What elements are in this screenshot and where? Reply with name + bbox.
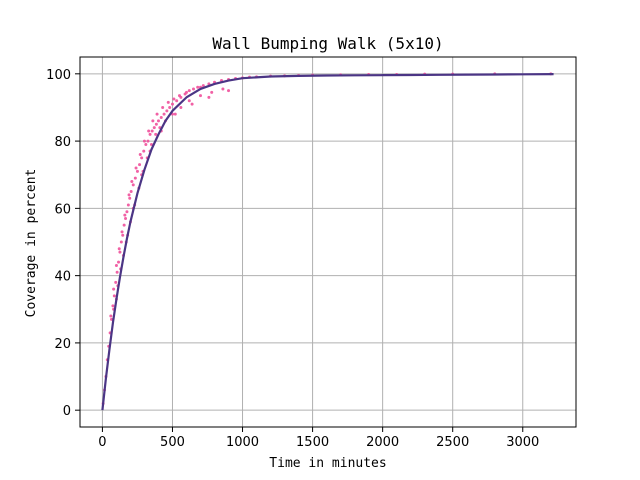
scatter-point [162,112,166,116]
scatter-point [152,126,156,130]
x-tick-label: 0 [98,435,106,450]
x-tick-label: 500 [160,435,185,450]
chart-title: Wall Bumping Walk (5x10) [212,34,443,53]
scatter-point [190,102,194,106]
y-tick-label: 60 [54,202,71,217]
scatter-point [198,94,202,98]
scatter-point [115,270,119,274]
scatter-point [135,169,139,173]
scatter-point [144,142,148,146]
scatter-point [109,314,113,318]
scatter-point [121,233,125,237]
y-tick-label: 20 [54,337,71,352]
scatter-point [117,260,121,264]
scatter-point [133,176,137,180]
scatter-point [131,183,135,187]
scatter-point [154,122,158,126]
scatter-point [142,139,146,143]
scatter-point [120,230,124,234]
scatter-point [117,247,121,251]
scatter-point [123,213,127,217]
scatter-point [196,85,200,89]
scatter-point [111,304,115,308]
fit-line [101,73,554,411]
scatter-point [138,163,142,167]
tick-layer: 0 500 1000 1500 2000 2500 3000 0 20 40 60 80 100 [46,68,539,450]
x-tick-label: 2000 [366,435,399,450]
scatter-point [114,280,118,284]
scatter-point [125,210,129,214]
scatter-point [175,99,179,103]
scatter-point [112,287,116,291]
scatter-point [128,196,132,200]
scatter-point [165,109,169,113]
scatter-point [126,203,130,207]
line-layer [101,73,554,411]
scatter-point [150,129,154,133]
scatter-point [207,95,211,99]
scatter-point [154,132,158,136]
x-tick-label: 1500 [296,435,329,450]
scatter-point [187,89,191,93]
y-tick-label: 40 [54,270,71,285]
scatter-point [184,90,188,94]
scatter-point [173,112,177,116]
scatter-point [210,90,214,94]
scatter-point [130,179,134,183]
scatter-point [155,112,159,116]
scatter-point [122,223,126,227]
y-tick-label: 100 [46,68,71,83]
scatter-point [140,156,144,160]
scatter-point [142,149,146,153]
scatter-point [177,94,181,98]
scatter-point [138,153,142,157]
scatter-point [147,129,151,133]
scatter-point [118,250,122,254]
scatter-layer [101,72,553,405]
x-axis-label: Time in minutes [269,456,386,471]
scatter-point [112,294,116,298]
scatter-point [146,139,150,143]
scatter-point [114,264,118,268]
scatter-point [127,193,131,197]
scatter-point [187,99,191,103]
scatter-point [172,97,176,101]
y-tick-label: 0 [63,404,71,419]
scatter-point [159,116,163,120]
scatter-point [124,216,128,220]
scatter-point [134,166,138,170]
scatter-point [151,119,155,123]
scatter-point [156,119,160,123]
scatter-point [149,142,153,146]
y-axis-label: Coverage in percent [24,169,39,318]
scatter-point [179,105,183,109]
scatter-point [166,100,170,104]
scatter-point [129,190,133,194]
scatter-point [168,105,172,109]
y-tick-label: 80 [54,135,71,150]
x-tick-label: 2500 [436,435,469,450]
scatter-point [119,240,123,244]
scatter-point [201,84,205,88]
x-tick-label: 1000 [226,435,259,450]
scatter-point [170,102,174,106]
x-tick-label: 3000 [506,435,539,450]
scatter-point [191,87,195,91]
scatter-point [161,105,165,109]
scatter-point [227,89,231,93]
scatter-point [221,87,225,91]
scatter-point [148,132,152,136]
grid-layer [80,57,576,427]
plot-frame [79,56,577,428]
